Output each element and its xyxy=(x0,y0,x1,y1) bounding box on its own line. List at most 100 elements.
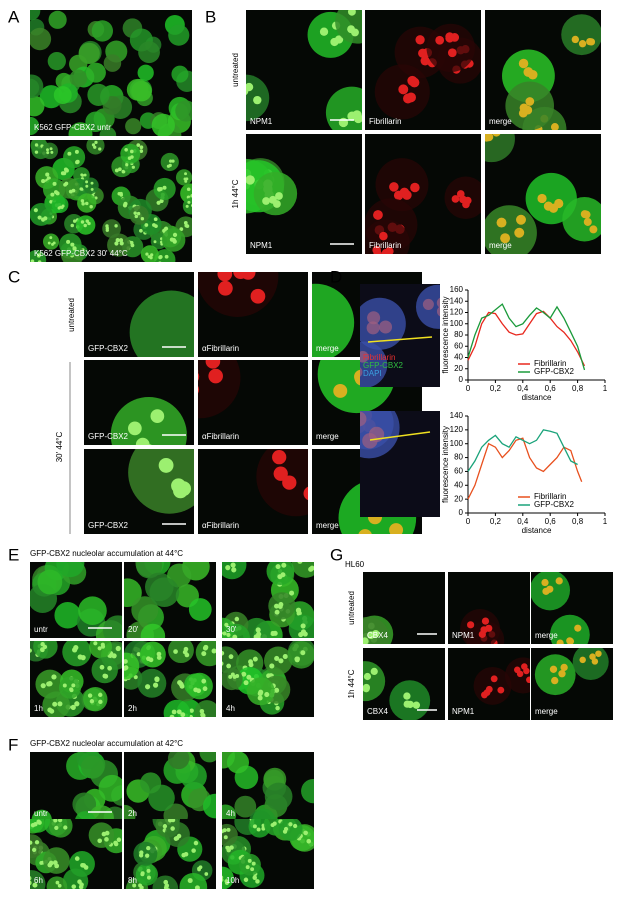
nucleolus xyxy=(101,831,107,837)
x-tick-label: 0 xyxy=(466,384,471,393)
series-line xyxy=(467,303,586,371)
nucleus xyxy=(278,819,303,842)
nucleolus xyxy=(523,105,533,115)
micrograph xyxy=(222,819,314,889)
nucleolus xyxy=(99,664,105,670)
nucleolus xyxy=(591,658,599,665)
nucleolus xyxy=(226,827,231,832)
nucleus xyxy=(30,834,44,859)
nucleolus xyxy=(278,658,284,664)
nucleolus xyxy=(49,147,53,151)
nucleus xyxy=(287,641,314,669)
nucleolus xyxy=(497,686,505,694)
nucleolus xyxy=(218,280,233,296)
nucleolus xyxy=(176,481,192,497)
nucleolus xyxy=(68,189,73,194)
nucleolus xyxy=(45,172,50,177)
nucleus xyxy=(360,297,406,350)
nucleus xyxy=(151,113,175,136)
nucleolus xyxy=(297,556,302,561)
nucleolus xyxy=(146,875,151,880)
nucleolus xyxy=(306,838,312,844)
nucleolus xyxy=(490,675,498,683)
nucleolus xyxy=(98,147,102,151)
y-tick-label: 20 xyxy=(454,364,463,373)
nucleolus xyxy=(402,190,412,200)
nucleolus xyxy=(373,210,383,220)
nucleolus xyxy=(582,210,591,219)
nucleus xyxy=(137,668,167,698)
nucleolus xyxy=(371,630,380,638)
nucleolus xyxy=(193,195,197,199)
nucleolus xyxy=(406,92,416,103)
nucleolus xyxy=(37,260,42,262)
nucleolus xyxy=(385,247,394,254)
nucleolus xyxy=(63,825,68,830)
nucleus xyxy=(129,290,194,357)
nucleolus xyxy=(187,200,191,204)
nucleolus xyxy=(171,709,177,715)
nucleus xyxy=(171,65,189,83)
nucleolus xyxy=(274,609,280,615)
micrograph xyxy=(84,272,194,357)
nucleolus xyxy=(54,825,59,831)
nucleolus xyxy=(389,523,404,534)
micrograph xyxy=(360,284,440,387)
y-tick-label: 60 xyxy=(454,341,463,350)
nucleolus xyxy=(256,631,262,637)
nucleolus xyxy=(63,167,68,172)
channel-label: CBX4 xyxy=(367,631,388,640)
nucleolus xyxy=(162,824,168,829)
timepoint-label: 2h xyxy=(128,704,137,713)
nucleolus xyxy=(115,237,120,243)
x-tick-label: 1 xyxy=(603,517,608,526)
nucleolus xyxy=(226,848,231,853)
nucleolus xyxy=(97,838,103,844)
nucleolus xyxy=(282,475,297,490)
channel-label: Fibrillarin xyxy=(369,241,401,250)
nucleus xyxy=(133,841,158,866)
nucleolus xyxy=(70,242,75,247)
nucleolus xyxy=(251,861,256,866)
nucleolus xyxy=(462,200,470,209)
nucleus xyxy=(252,808,276,822)
nucleolus xyxy=(566,637,575,644)
nucleolus xyxy=(83,865,89,870)
nucleus xyxy=(137,64,154,81)
profile-line xyxy=(367,336,433,343)
timepoint-label: 4h xyxy=(226,704,235,713)
nucleus xyxy=(188,598,212,621)
nucleolus xyxy=(234,616,240,622)
micrograph xyxy=(485,10,601,130)
nucleus xyxy=(253,171,298,216)
cell-haze xyxy=(426,23,475,73)
nucleolus xyxy=(229,845,234,850)
nucleolus xyxy=(467,621,475,629)
nucleolus xyxy=(62,683,67,688)
nucleus xyxy=(140,623,166,638)
nucleolus xyxy=(222,631,223,635)
nucleus xyxy=(266,562,295,586)
nucleolus xyxy=(87,221,91,226)
micrograph xyxy=(448,572,530,644)
nucleolus xyxy=(272,630,278,636)
nucleolus xyxy=(548,203,559,213)
nucleolus xyxy=(333,383,348,398)
nucleolus xyxy=(201,651,207,657)
micrograph xyxy=(84,360,194,445)
nucleolus xyxy=(80,220,85,224)
nucleolus xyxy=(222,877,224,882)
micrograph xyxy=(198,360,308,445)
nucleolus xyxy=(80,187,84,191)
nucleus xyxy=(246,74,270,122)
nucleus xyxy=(194,700,216,717)
nucleolus xyxy=(366,321,380,335)
nucleolus xyxy=(436,297,440,308)
nucleolus xyxy=(114,168,119,173)
nucleolus xyxy=(158,458,174,473)
nucleolus xyxy=(40,683,46,689)
nucleolus xyxy=(115,645,121,652)
nucleolus xyxy=(492,134,501,137)
nucleolus xyxy=(447,48,457,58)
nucleolus xyxy=(30,648,32,653)
